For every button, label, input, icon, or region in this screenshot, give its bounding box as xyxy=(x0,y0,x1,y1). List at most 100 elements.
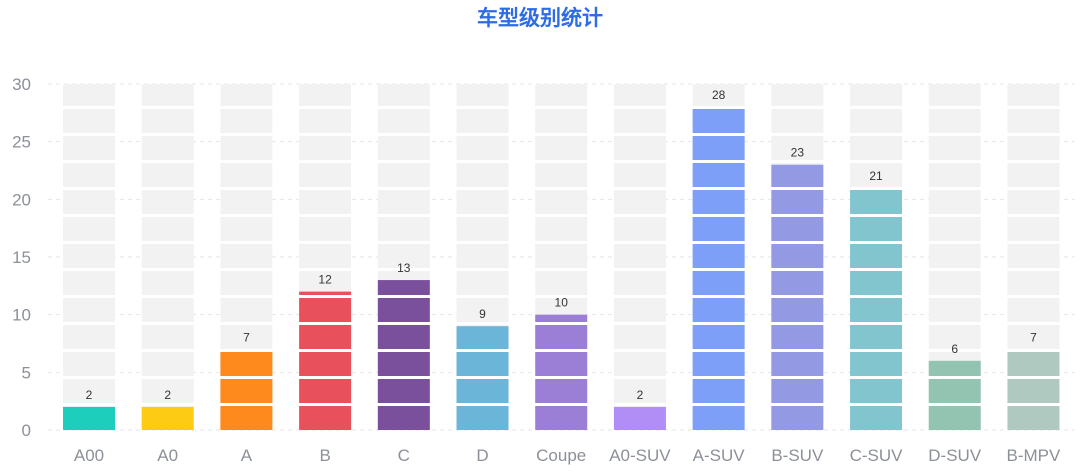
bar-segment xyxy=(771,217,824,241)
bar-d-suv[interactable] xyxy=(928,360,981,430)
x-tick-label: C-SUV xyxy=(850,446,904,465)
bar-segment xyxy=(299,352,352,376)
background-segment xyxy=(850,84,903,106)
background-segment xyxy=(141,217,194,241)
bar-b[interactable] xyxy=(299,291,352,430)
bar-segment xyxy=(299,379,352,403)
bar-segment xyxy=(535,314,588,322)
bar-segment xyxy=(850,406,903,430)
x-tick-label: Coupe xyxy=(536,446,586,465)
background-bar-b-mpv xyxy=(1007,84,1060,430)
y-tick-label: 30 xyxy=(12,75,31,94)
background-bar-a00 xyxy=(63,84,116,430)
bar-segment xyxy=(377,379,430,403)
background-segment xyxy=(456,190,509,214)
y-tick-label: 0 xyxy=(22,421,31,440)
background-bar-a xyxy=(220,84,273,430)
background-segment xyxy=(928,325,981,349)
background-segment xyxy=(613,298,666,322)
background-segment xyxy=(220,244,273,268)
bar-segment xyxy=(1007,406,1060,430)
x-tick-label: A-SUV xyxy=(693,446,746,465)
background-segment xyxy=(1007,136,1060,160)
bar-b-suv[interactable] xyxy=(771,164,824,430)
x-tick-label: D xyxy=(476,446,488,465)
bar-segment xyxy=(692,217,745,241)
y-tick-label: 5 xyxy=(22,363,31,382)
bar-c-suv[interactable] xyxy=(850,190,903,430)
background-segment xyxy=(928,271,981,295)
bar-coupe[interactable] xyxy=(535,314,588,430)
bar-segment xyxy=(377,406,430,430)
background-segment xyxy=(456,217,509,241)
data-label: 2 xyxy=(164,388,171,402)
bar-segment xyxy=(456,406,509,430)
bars: 2 2 7 12 13 9 10 2 28 23 21 6 7 xyxy=(63,84,1060,430)
background-segment xyxy=(771,84,824,106)
background-segment xyxy=(141,298,194,322)
background-segment xyxy=(141,136,194,160)
bar-segment xyxy=(928,406,981,430)
background-segment xyxy=(1007,84,1060,106)
bar-a0[interactable] xyxy=(141,406,194,430)
background-segment xyxy=(141,190,194,214)
bar-segment xyxy=(141,406,194,430)
background-segment xyxy=(63,217,116,241)
background-segment xyxy=(535,163,588,187)
data-label: 12 xyxy=(318,273,332,287)
data-label: 13 xyxy=(397,261,411,275)
background-segment xyxy=(1007,217,1060,241)
background-segment xyxy=(850,163,903,187)
background-bar-d xyxy=(456,84,509,430)
bar-segment xyxy=(220,352,273,376)
background-segment xyxy=(1007,298,1060,322)
background-segment xyxy=(377,190,430,214)
background-segment xyxy=(141,163,194,187)
bar-segment xyxy=(613,406,666,430)
background-segment xyxy=(141,271,194,295)
background-segment xyxy=(928,298,981,322)
background-segment xyxy=(928,109,981,133)
background-segment xyxy=(299,244,352,268)
bar-d[interactable] xyxy=(456,326,509,430)
bar-c[interactable] xyxy=(377,280,430,430)
background-segment xyxy=(850,109,903,133)
bar-a-suv[interactable] xyxy=(692,109,745,430)
background-segment xyxy=(1007,244,1060,268)
bar-segment xyxy=(63,406,116,430)
background-segment xyxy=(63,271,116,295)
bar-segment xyxy=(456,326,509,349)
bar-a[interactable] xyxy=(220,352,273,430)
background-bar-d-suv xyxy=(928,84,981,430)
background-bar-a0 xyxy=(141,84,194,430)
background-segment xyxy=(299,163,352,187)
bar-segment xyxy=(850,325,903,349)
data-label: 23 xyxy=(791,146,805,160)
data-label: 6 xyxy=(951,342,958,356)
background-segment xyxy=(220,298,273,322)
background-bar-coupe xyxy=(535,84,588,430)
background-segment xyxy=(928,217,981,241)
background-segment xyxy=(613,109,666,133)
bar-segment xyxy=(771,406,824,430)
bar-segment xyxy=(535,352,588,376)
background-segment xyxy=(928,190,981,214)
bar-a00[interactable] xyxy=(63,406,116,430)
background-segment xyxy=(692,84,745,106)
bar-segment xyxy=(692,379,745,403)
background-segment xyxy=(456,163,509,187)
background-segment xyxy=(63,379,116,403)
background-segment xyxy=(535,190,588,214)
data-label: 28 xyxy=(712,88,726,102)
bar-b-mpv[interactable] xyxy=(1007,352,1060,430)
background-segment xyxy=(1007,325,1060,349)
bar-segment xyxy=(850,298,903,322)
background-segment xyxy=(535,271,588,295)
background-segment xyxy=(1007,109,1060,133)
bar-segment xyxy=(928,360,981,376)
bar-a0-suv[interactable] xyxy=(613,406,666,430)
background-segment xyxy=(377,217,430,241)
background-segment xyxy=(220,325,273,349)
background-segment xyxy=(613,217,666,241)
